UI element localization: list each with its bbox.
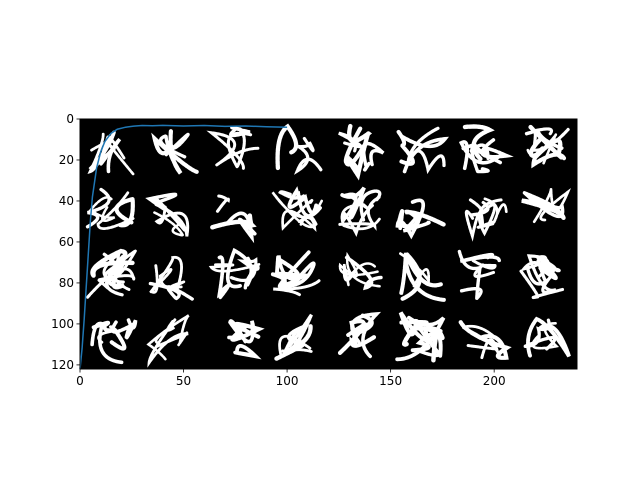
kana-stroke xyxy=(337,195,381,231)
x-tick-label: 50 xyxy=(176,374,191,388)
kana-stroke xyxy=(146,319,176,361)
y-tick-label: 0 xyxy=(66,112,74,126)
kana-stroke xyxy=(400,134,449,174)
kana-stroke xyxy=(458,140,502,171)
kana-stroke xyxy=(344,255,383,291)
kana-stroke xyxy=(216,255,231,300)
kana-stroke xyxy=(340,194,381,231)
kana-stroke xyxy=(462,124,495,162)
y-axis: 0 20 40 60 80 100 120 xyxy=(51,112,80,372)
kana-stroke xyxy=(90,248,135,278)
kana-stroke xyxy=(147,318,189,368)
kana-stroke xyxy=(531,127,570,152)
kana-stroke xyxy=(275,123,299,171)
kana-stroke xyxy=(227,319,255,344)
kana-stroke xyxy=(477,198,503,237)
kana-stroke xyxy=(154,203,190,237)
kana-glyph-grid xyxy=(85,123,572,368)
kana-stroke xyxy=(526,316,571,358)
kana-stroke xyxy=(338,251,381,288)
kana-stroke xyxy=(526,133,558,165)
kana-stroke xyxy=(346,313,374,337)
kana-stroke xyxy=(359,189,382,222)
y-tick-label: 40 xyxy=(59,194,74,208)
kana-stroke xyxy=(294,144,323,175)
kana-stroke xyxy=(283,323,308,354)
kana-stroke xyxy=(471,259,498,278)
kana-stroke xyxy=(281,198,317,232)
y-tick-label: 120 xyxy=(51,358,74,372)
kana-stroke xyxy=(208,263,261,273)
x-tick-label: 0 xyxy=(76,374,84,388)
kana-stroke xyxy=(526,254,557,294)
kana-stroke xyxy=(457,249,483,303)
kana-stroke xyxy=(350,311,382,359)
kana-stroke xyxy=(476,197,508,229)
y-tick-label: 20 xyxy=(59,153,74,167)
kana-stroke xyxy=(459,252,501,264)
x-tick-label: 200 xyxy=(483,374,506,388)
kana-stroke xyxy=(277,249,316,289)
x-axis: 0 50 100 150 200 xyxy=(76,369,506,388)
x-tick-label: 150 xyxy=(379,374,402,388)
kana-stroke xyxy=(342,262,377,287)
kana-stroke xyxy=(274,324,313,361)
kana-stroke xyxy=(233,344,262,360)
y-tick-label: 80 xyxy=(59,276,74,290)
kana-stroke xyxy=(294,136,315,153)
kana-stroke xyxy=(466,338,499,360)
plot-area xyxy=(79,118,578,370)
series-line-0 xyxy=(79,124,288,370)
kana-stroke xyxy=(519,269,565,300)
kana-stroke xyxy=(102,252,125,297)
kana-stroke xyxy=(149,268,185,294)
kana-stroke xyxy=(395,198,426,240)
kana-stroke xyxy=(215,194,230,213)
kana-stroke xyxy=(110,318,138,340)
kana-stroke xyxy=(96,190,135,230)
kana-stroke xyxy=(210,213,257,230)
kana-stroke xyxy=(398,311,439,343)
kana-stroke xyxy=(153,211,186,238)
kana-stroke xyxy=(278,190,322,218)
kana-stroke xyxy=(206,130,260,171)
kana-stroke xyxy=(91,320,127,351)
kana-stroke xyxy=(90,321,124,365)
series-layer xyxy=(79,124,288,370)
kana-stroke xyxy=(338,131,363,153)
y-tick-label: 60 xyxy=(59,235,74,249)
kana-stroke xyxy=(273,279,321,297)
kana-stroke xyxy=(159,132,190,159)
kana-stroke xyxy=(458,320,512,360)
kana-stroke xyxy=(151,132,199,174)
kana-stroke xyxy=(236,259,260,291)
x-tick-label: 100 xyxy=(276,374,299,388)
kana-stroke xyxy=(229,126,251,138)
kana-stroke xyxy=(400,252,443,302)
y-tick-label: 100 xyxy=(51,317,74,331)
kana-stroke xyxy=(521,198,566,220)
kana-stroke xyxy=(287,186,318,215)
kana-stroke xyxy=(149,255,183,294)
kana-stroke xyxy=(114,196,135,228)
plot-frame xyxy=(79,118,578,370)
